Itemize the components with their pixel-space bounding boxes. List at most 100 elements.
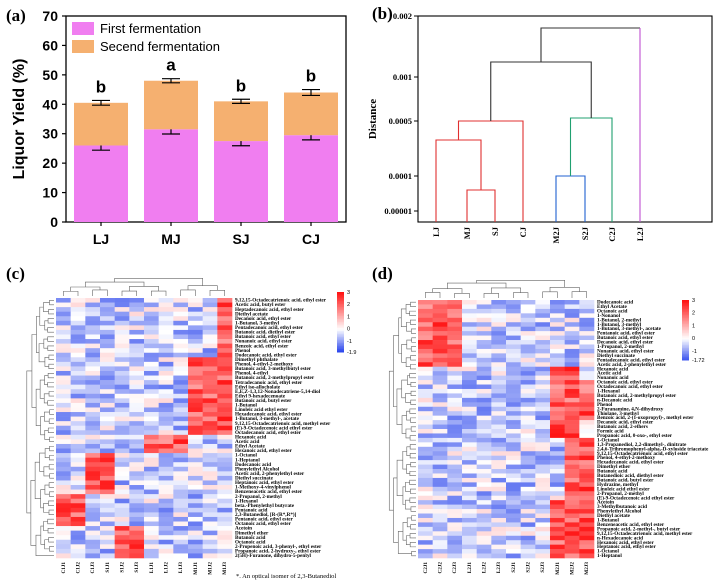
heatmap-cell [491, 495, 507, 501]
heatmap-cell [506, 526, 521, 532]
heatmap-cell [476, 375, 492, 381]
heatmap-cell [56, 375, 71, 381]
heatmap-cell [144, 507, 159, 513]
row-label: Ethyl 9-hexadecenoate [235, 393, 286, 399]
heatmap-cell [202, 298, 218, 303]
heatmap-cell [579, 375, 595, 381]
heatmap-cell [564, 420, 580, 425]
heatmap-cell [70, 494, 86, 500]
row-label: Hydrazine, methyl [597, 482, 639, 488]
row-dendrogram-link [38, 343, 45, 363]
row-label: Octanoic acid, ethyl ester [235, 521, 292, 527]
heatmap-cell [70, 421, 86, 427]
heatmap-cell [476, 486, 492, 492]
heatmap-cell [476, 437, 492, 443]
heatmap-cell [491, 326, 507, 332]
heatmap-cell [564, 460, 580, 465]
column-label: S1J1 [105, 562, 111, 573]
heatmap-cell [476, 397, 492, 403]
row-label: 1-Hexanol [597, 389, 620, 395]
colorbar-segment [337, 313, 344, 315]
heatmap-cell [188, 339, 203, 344]
row-label: 1-Methoxy-4-vinylphenol [235, 485, 291, 491]
heatmap-cell [56, 421, 71, 427]
heatmap-cell [535, 513, 551, 519]
row-dendrogram-link [40, 489, 45, 509]
heatmap-cell [144, 443, 159, 449]
heatmap-cell [202, 471, 218, 477]
row-label: Pentadecanoic acid, ethyl ester [597, 357, 666, 363]
heatmap-cell [217, 544, 233, 550]
heatmap-cell [447, 388, 463, 394]
heatmap-cell [70, 439, 86, 445]
heatmap-cell [158, 298, 174, 303]
heatmap-cell [462, 402, 477, 408]
heatmap-cell [476, 357, 492, 363]
colorbar-segment [682, 333, 689, 335]
heatmap-cell [506, 380, 521, 385]
y-axis-label: Distance [367, 99, 379, 139]
heatmap-cell [202, 402, 218, 408]
heatmap-cell [535, 331, 551, 336]
leaf-label: M2J [551, 226, 561, 243]
row-label: Thiolane, 3-methyl [597, 411, 639, 417]
heatmap-cell [188, 548, 203, 554]
column-label: L2J3 [496, 562, 502, 574]
heatmap-cell [70, 407, 86, 413]
row-label: beta.-Phenylethyl butyrate [235, 503, 295, 509]
row-label: 1-Propanol, 2-methyl [597, 344, 644, 350]
heatmap-cell [158, 507, 174, 513]
heatmap-cell [188, 480, 203, 486]
heatmap-cell [158, 311, 174, 317]
heatmap-cell [476, 469, 492, 474]
row-label: 1-Heptanol [235, 457, 260, 463]
heatmap-cell [447, 540, 463, 545]
heatmap-cell [188, 448, 203, 454]
heatmap-cell [432, 388, 448, 394]
heatmap-cell [56, 485, 71, 490]
heatmap-cell [418, 406, 433, 412]
colorbar-segment [682, 318, 689, 320]
heatmap-cell [462, 406, 477, 412]
column-label: M2J1 [555, 562, 561, 575]
heatmap-cell [70, 361, 86, 367]
dendrogram-link [569, 117, 613, 222]
heatmap-cell [129, 539, 145, 545]
colorbar-segment [682, 355, 689, 358]
heatmap-cell [217, 475, 233, 481]
heatmap-cell [535, 473, 551, 479]
heatmap-cell [550, 446, 565, 452]
heatmap-cell [520, 375, 536, 381]
heatmap-cell [418, 340, 433, 345]
heatmap-cell [85, 453, 101, 458]
heatmap-cell [535, 362, 551, 368]
row-dendrogram-link [410, 346, 416, 352]
colorbar-segment [337, 301, 344, 303]
row-label: 2-Propanol, 2-methyl [597, 491, 644, 497]
heatmap-cell [462, 433, 477, 439]
heatmap-cell [520, 415, 536, 421]
heatmap-cell [476, 420, 492, 425]
row-label: Hexanoic acid, ethyl ester [235, 448, 292, 454]
heatmap-cell [85, 430, 101, 436]
heatmap-cell [144, 380, 159, 385]
heatmap-cell [85, 466, 101, 472]
heatmap-cell [158, 466, 174, 472]
heatmap-cell [506, 424, 521, 430]
heatmap-cell [85, 320, 101, 326]
colorbar-segment [682, 345, 689, 347]
heatmap-cell [535, 300, 551, 305]
heatmap-cell [432, 317, 448, 323]
colorbar-segment [682, 346, 689, 349]
heatmap-cell [158, 375, 174, 381]
heatmap-cell [462, 353, 477, 359]
heatmap-cell [491, 393, 507, 399]
heatmap-cell [114, 485, 130, 490]
heatmap-cell [432, 460, 448, 465]
heatmap-cell [506, 384, 521, 390]
heatmap-cell [432, 353, 448, 359]
row-dendrogram-link [49, 546, 54, 552]
heatmap-cell [535, 402, 551, 408]
heatmap-cell [506, 486, 521, 492]
